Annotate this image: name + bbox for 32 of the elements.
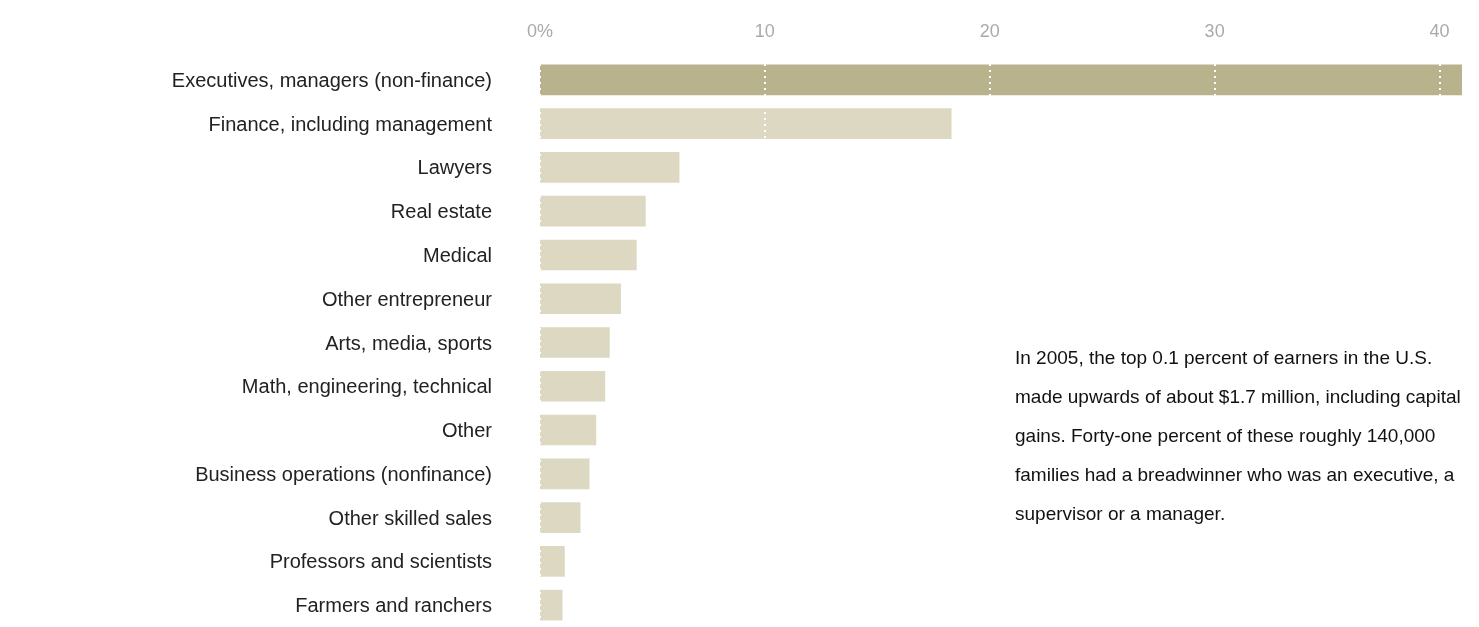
y-tick-label: Math, engineering, technical xyxy=(241,375,492,398)
bar xyxy=(540,370,606,402)
bar xyxy=(540,64,1462,96)
x-tick-label: 20 xyxy=(979,21,1000,41)
bar xyxy=(540,108,952,139)
y-tick-label: Farmers and ranchers xyxy=(295,594,492,617)
x-tick-label: 40 xyxy=(1429,21,1450,41)
y-tick-label: Other skilled sales xyxy=(328,506,492,529)
bar xyxy=(540,283,621,315)
bar xyxy=(540,239,637,271)
x-tick-label: 0% xyxy=(526,21,554,41)
bar xyxy=(540,458,590,490)
annotation: In 2005, the top 0.1 percent of earners in the U.S. made upwards of about $1.7 million, including capital gains. Forty-one percent of these roughly 140,000 families had a breadwinner who was an executive, a supervisor or a manager. xyxy=(1015,347,1466,524)
y-tick-label: Other entrepreneur xyxy=(321,287,493,310)
bar xyxy=(540,327,610,358)
y-tick-label: Arts, media, sports xyxy=(325,331,492,354)
y-tick-label: Executives, managers (non-finance) xyxy=(171,68,492,91)
bar xyxy=(540,195,646,227)
y-tick-label: Lawyers xyxy=(417,156,492,179)
y-tick-label: Medical xyxy=(423,243,492,266)
bar xyxy=(540,546,565,577)
x-tick-label: 30 xyxy=(1204,21,1225,41)
y-tick-label: Other xyxy=(441,419,493,442)
y-tick-label: Professors and scientists xyxy=(269,550,492,573)
y-tick-label: Real estate xyxy=(390,200,492,223)
bar xyxy=(540,502,581,533)
bar xyxy=(540,589,563,621)
x-tick-label: 10 xyxy=(754,21,775,41)
y-tick-label: Business operations (nonfinance) xyxy=(195,462,492,485)
y-tick-label: Finance, including management xyxy=(208,112,493,135)
bar xyxy=(540,152,680,183)
bar xyxy=(540,414,597,446)
